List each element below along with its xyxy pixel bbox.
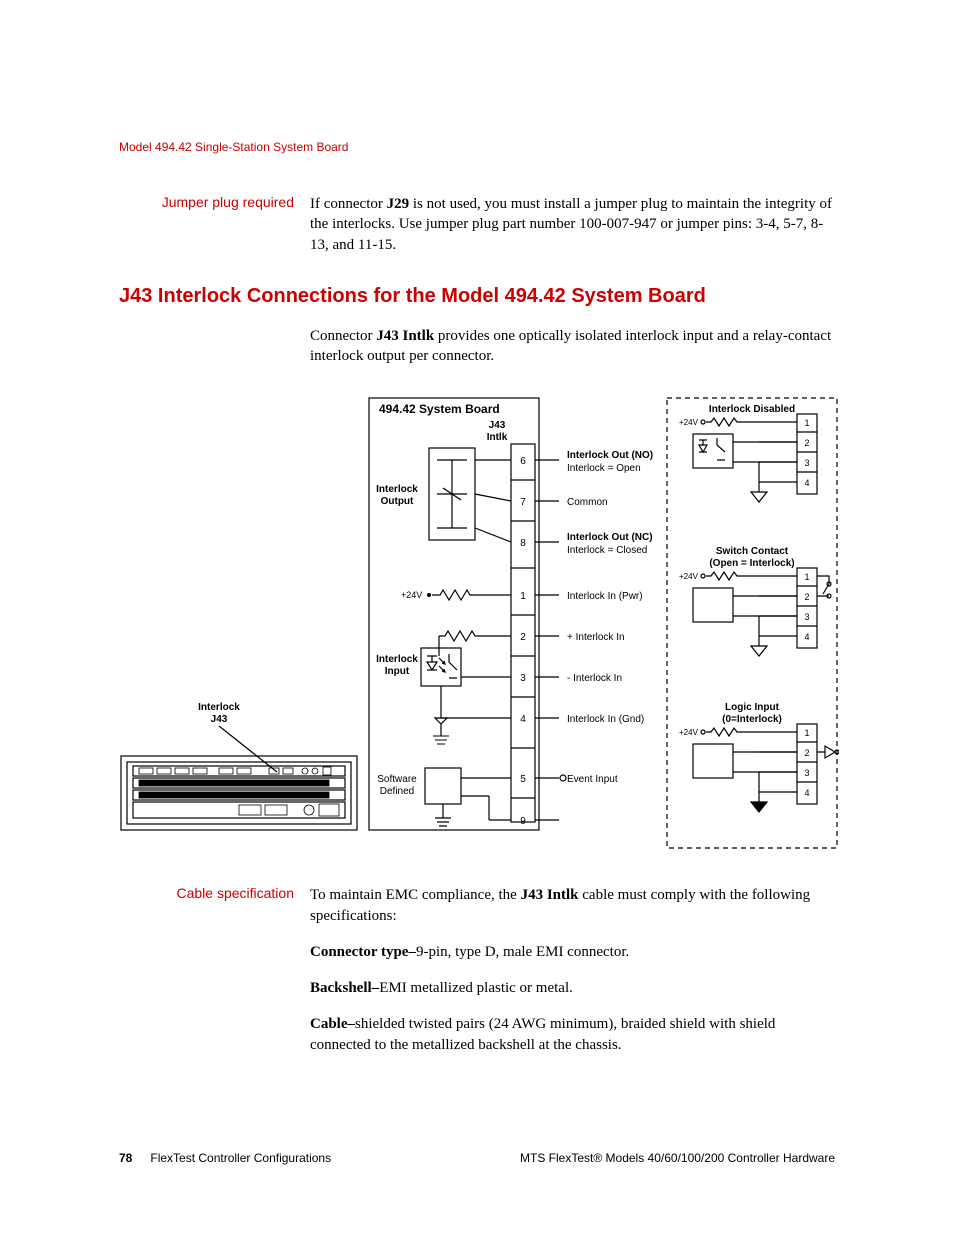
svg-text:2: 2 <box>804 592 809 602</box>
svg-text:Interlock: Interlock <box>376 484 418 495</box>
cable-item-2: Cable–shielded twisted pairs (24 AWG min… <box>310 1014 835 1055</box>
svg-text:4: 4 <box>804 788 809 798</box>
page-footer: 78 FlexTest Controller Configurations MT… <box>119 1151 835 1165</box>
cable-item-1-key: Backshell– <box>310 980 379 996</box>
svg-text:9: 9 <box>520 816 526 827</box>
jumper-text-bold: J29 <box>387 196 410 212</box>
page: Model 494.42 Single-Station System Board… <box>0 0 954 1235</box>
svg-text:3: 3 <box>804 612 809 622</box>
diagram-board-title: 494.42 System Board <box>379 402 500 416</box>
footer-left: FlexTest Controller Configurations <box>150 1151 331 1165</box>
cable-item-0: Connector type–9-pin, type D, male EMI c… <box>310 942 835 962</box>
jumper-text: If connector J29 is not used, you must i… <box>310 194 835 255</box>
svg-text:Interlock: Interlock <box>198 702 240 713</box>
svg-text:2: 2 <box>804 438 809 448</box>
svg-text:Interlock Disabled: Interlock Disabled <box>709 404 795 415</box>
diagram-24v-label: +24V <box>401 590 422 600</box>
cable-intro-0: To maintain EMC compliance, the <box>310 887 521 903</box>
svg-text:Interlock Out (NC): Interlock Out (NC) <box>567 532 653 543</box>
svg-text:Output: Output <box>381 496 414 507</box>
running-head: Model 494.42 Single-Station System Board <box>119 140 835 154</box>
svg-text:(0=Interlock): (0=Interlock) <box>722 714 782 725</box>
svg-text:4: 4 <box>804 632 809 642</box>
svg-text:J43: J43 <box>211 714 228 725</box>
svg-text:Common: Common <box>567 497 608 508</box>
svg-text:1: 1 <box>520 591 526 602</box>
interlock-diagram: 494.42 System Board J43 Intlk 6 Interlock… <box>119 388 835 863</box>
svg-text:- Interlock In: - Interlock In <box>567 673 622 684</box>
cable-item-1: Backshell–EMI metallized plastic or meta… <box>310 978 835 998</box>
cable-item-0-key: Connector type– <box>310 944 416 960</box>
cable-item-1-val: EMI metallized plastic or metal. <box>379 980 573 996</box>
jumper-text-part-0: If connector <box>310 196 387 212</box>
svg-text:2: 2 <box>804 748 809 758</box>
cable-intro-bold: J43 Intlk <box>521 887 579 903</box>
svg-text:Defined: Defined <box>380 786 414 797</box>
svg-text:Interlock Out (NO): Interlock Out (NO) <box>567 450 653 461</box>
svg-text:Interlock = Open: Interlock = Open <box>567 463 641 474</box>
page-number: 78 <box>119 1151 132 1165</box>
intro-part-0: Connector <box>310 328 376 344</box>
intro-block: Connector J43 Intlk provides one optical… <box>310 326 835 367</box>
cable-item-0-val: 9-pin, type D, male EMI connector. <box>416 944 629 960</box>
svg-text:Interlock: Interlock <box>376 654 418 665</box>
svg-text:Switch Contact: Switch Contact <box>716 546 789 557</box>
svg-text:Event Input: Event Input <box>567 774 618 785</box>
cable-spec-body: To maintain EMC compliance, the J43 Intl… <box>310 885 835 1071</box>
cable-item-2-key: Cable– <box>310 1016 355 1032</box>
svg-text:(Open = Interlock): (Open = Interlock) <box>709 558 794 569</box>
svg-text:+ Interlock In: + Interlock In <box>567 632 625 643</box>
svg-text:+24V: +24V <box>679 728 699 737</box>
jumper-label: Jumper plug required <box>119 194 310 210</box>
svg-text:8: 8 <box>520 538 526 549</box>
svg-text:+24V: +24V <box>679 572 699 581</box>
diagram-conn-l1: J43 <box>489 420 506 431</box>
svg-text:Software: Software <box>377 774 417 785</box>
cable-spec-label: Cable specification <box>119 885 310 901</box>
jumper-section: Jumper plug required If connector J29 is… <box>119 194 835 255</box>
svg-text:Logic Input: Logic Input <box>725 702 780 713</box>
diagram-svg: 494.42 System Board J43 Intlk 6 Interlock… <box>119 388 839 858</box>
svg-text:+24V: +24V <box>679 418 699 427</box>
intro-bold: J43 Intlk <box>376 328 434 344</box>
svg-text:Interlock In (Gnd): Interlock In (Gnd) <box>567 714 644 725</box>
svg-text:3: 3 <box>804 458 809 468</box>
cable-spec-intro: To maintain EMC compliance, the J43 Intl… <box>310 885 835 926</box>
svg-text:Input: Input <box>385 666 410 677</box>
cable-spec-section: Cable specification To maintain EMC comp… <box>119 885 835 1071</box>
svg-text:2: 2 <box>520 632 526 643</box>
svg-text:7: 7 <box>520 497 526 508</box>
svg-text:6: 6 <box>520 456 526 467</box>
svg-text:4: 4 <box>804 478 809 488</box>
svg-text:Interlock In (Pwr): Interlock In (Pwr) <box>567 591 643 602</box>
diagram-conn-l2: Intlk <box>487 432 508 443</box>
svg-text:1: 1 <box>804 728 809 738</box>
intro-text: Connector J43 Intlk provides one optical… <box>310 326 835 367</box>
svg-text:3: 3 <box>520 673 526 684</box>
svg-text:3: 3 <box>804 768 809 778</box>
svg-text:4: 4 <box>520 714 526 725</box>
section-heading: J43 Interlock Connections for the Model … <box>119 285 835 308</box>
svg-text:Interlock = Closed: Interlock = Closed <box>567 545 647 556</box>
svg-text:1: 1 <box>804 418 809 428</box>
svg-text:5: 5 <box>520 774 526 785</box>
footer-right: MTS FlexTest® Models 40/60/100/200 Contr… <box>520 1151 835 1165</box>
cable-item-2-val: shielded twisted pairs (24 AWG minimum),… <box>310 1016 775 1052</box>
svg-text:1: 1 <box>804 572 809 582</box>
